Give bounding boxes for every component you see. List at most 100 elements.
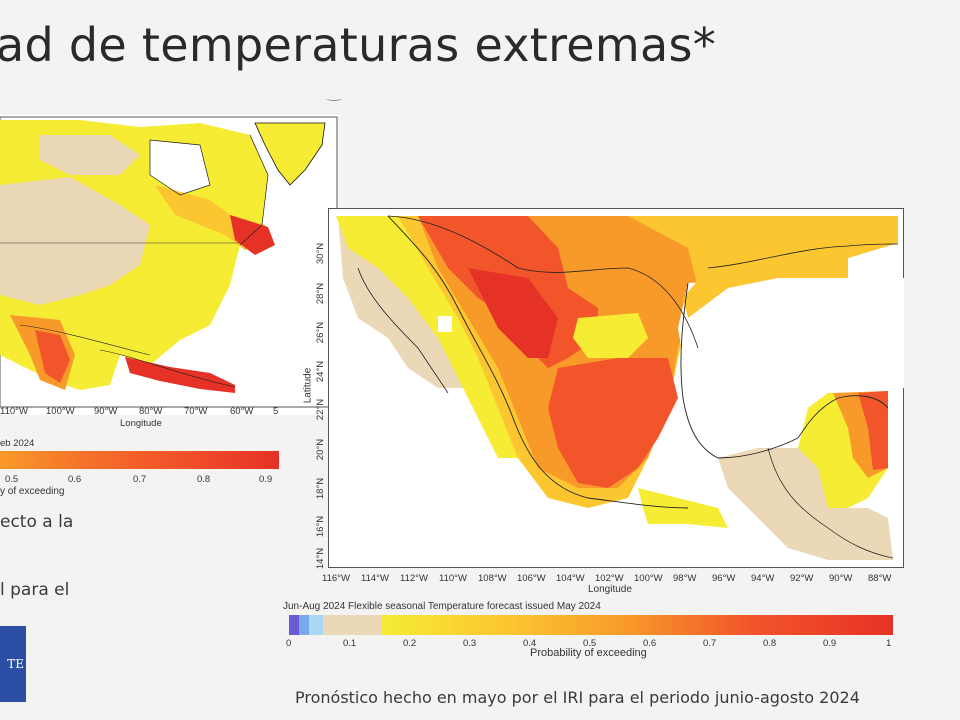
right-yellow-west xyxy=(336,216,528,458)
left-map-svg xyxy=(0,115,338,415)
right-gulf-of-mexico xyxy=(678,278,904,458)
right-pacific-coastline xyxy=(387,215,689,509)
right-xlabel: Longitude xyxy=(588,584,632,595)
right-red-central xyxy=(548,358,678,488)
right-texas-coastline xyxy=(707,243,899,269)
right-lon-tick: 92°W xyxy=(790,573,814,584)
left-lon-tick: 100°W xyxy=(46,406,75,417)
right-lon-tick: 98°W xyxy=(673,573,697,584)
right-lat-label: 18°N xyxy=(315,477,327,500)
right-cb-tick: 0.7 xyxy=(703,638,717,649)
cb-seg-purple xyxy=(289,615,299,635)
right-lat-label: 20°N xyxy=(315,438,327,461)
left-xlabel: Longitude xyxy=(120,418,162,429)
right-cb-tick: 0.5 xyxy=(583,638,597,649)
right-lon-tick: 110°W xyxy=(439,573,467,584)
right-lon-ticks: 116°W 114°W 112°W 110°W 108°W 106°W 104°… xyxy=(322,573,891,587)
right-yucatan-red xyxy=(858,391,888,470)
right-forecast-title: Jun-Aug 2024 Flexible seasonal Temperatu… xyxy=(283,601,601,612)
left-lon-ticks: 110°W 100°W 90°W 80°W 70°W 60°W 5 xyxy=(0,406,290,420)
right-us-border xyxy=(387,215,699,349)
right-lon-tick: 114°W xyxy=(361,573,389,584)
right-lon-tick: 104°W xyxy=(556,573,585,584)
cb-seg-beige xyxy=(323,615,381,635)
blue-button-label: TE xyxy=(7,657,24,671)
right-cb-tick: 0.3 xyxy=(463,638,477,649)
left-greenland xyxy=(254,122,326,186)
left-lon-tick: 60°W xyxy=(230,406,254,417)
right-lon-tick: 112°W xyxy=(400,573,428,584)
left-issue-text: eb 2024 xyxy=(0,438,35,449)
right-colorbar-ticks: 0 0.1 0.2 0.3 0.4 0.5 0.6 0.7 0.8 0.9 1 xyxy=(286,638,898,652)
right-lon-tick: 106°W xyxy=(517,573,546,584)
right-forecast-map: 30°N 28°N 26°N 24°N 22°N 20°N 18°N 16°N … xyxy=(328,208,904,568)
right-white-notch xyxy=(438,316,452,332)
left-lon-tick: 5 xyxy=(273,406,279,417)
right-lat-label: 26°N xyxy=(315,321,327,344)
slide-title: ad de temperaturas extremas* xyxy=(0,18,717,72)
right-cb-tick: 0 xyxy=(286,638,292,649)
left-cb-tick: 0.9 xyxy=(259,474,273,485)
right-lon-tick: 116°W xyxy=(322,573,350,584)
title-underline-mark xyxy=(326,96,342,101)
right-central-america-beige xyxy=(718,448,893,560)
right-cb-tick: 0.9 xyxy=(823,638,837,649)
left-lon-tick: 90°W xyxy=(94,406,118,417)
cb-seg-lightblue xyxy=(309,615,323,635)
right-red-hot-core xyxy=(468,268,558,358)
left-hudson-bay xyxy=(150,140,210,195)
left-land-beige-central xyxy=(0,177,150,305)
right-lon-tick: 100°W xyxy=(634,573,663,584)
cb-seg-blue xyxy=(299,615,309,635)
right-lon-tick: 102°W xyxy=(595,573,624,584)
left-land-red-east xyxy=(230,215,275,255)
cb-seg-warm xyxy=(381,615,893,635)
right-central-america-border xyxy=(767,447,894,559)
right-yellow-plateau xyxy=(573,313,648,358)
left-lon-tick: 80°W xyxy=(139,406,163,417)
left-coast-north xyxy=(149,134,269,246)
right-map-svg: 30°N 28°N 26°N 24°N 22°N 20°N 18°N 16°N … xyxy=(328,208,904,568)
right-cb-tick: 0.2 xyxy=(403,638,417,649)
blue-button-fragment[interactable]: TE xyxy=(0,626,26,702)
right-baja-coast xyxy=(357,267,449,394)
left-lon-tick: 70°W xyxy=(184,406,208,417)
left-colorbar xyxy=(0,451,279,469)
right-colorbar xyxy=(289,615,893,635)
left-coastlines xyxy=(19,324,236,388)
left-mexico-red xyxy=(35,330,70,383)
right-lon-tick: 108°W xyxy=(478,573,507,584)
right-lat-label: 28°N xyxy=(315,282,327,305)
left-caribbean-red xyxy=(125,357,235,393)
left-cb-tick: 0.8 xyxy=(197,474,211,485)
left-lon-tick: 110°W xyxy=(0,406,28,417)
right-lat-tick-column: 30°N 28°N 26°N 24°N 22°N 20°N 18°N 16°N … xyxy=(310,208,327,570)
right-cb-tick: 0.1 xyxy=(343,638,357,649)
left-colorbar-label: y of exceeding xyxy=(0,486,65,497)
right-cb-tick: 0.6 xyxy=(643,638,657,649)
right-gulf-coastline xyxy=(680,282,889,459)
right-cb-tick: 0.4 xyxy=(523,638,537,649)
right-lat-label: 24°N xyxy=(315,360,327,383)
left-land-beige-north xyxy=(40,135,140,175)
right-lon-tick: 94°W xyxy=(751,573,775,584)
right-lat-label: 16°N xyxy=(315,515,327,538)
right-lon-tick: 96°W xyxy=(712,573,736,584)
left-colorbar-ticks: 0.5 0.6 0.7 0.8 0.9 xyxy=(0,474,290,488)
right-lat-label: 30°N xyxy=(315,242,327,265)
left-cb-tick: 0.7 xyxy=(133,474,147,485)
right-lon-tick: 90°W xyxy=(829,573,853,584)
right-lat-label: 22°N xyxy=(315,398,327,421)
right-lon-tick: 88°W xyxy=(868,573,892,584)
left-forecast-map xyxy=(0,115,338,415)
slide-text-line-2: l para el xyxy=(0,580,70,600)
left-cb-tick: 0.5 xyxy=(5,474,19,485)
right-cb-tick: 1 xyxy=(886,638,892,649)
right-cb-tick: 0.8 xyxy=(763,638,777,649)
slide-caption: Pronóstico hecho en mayo por el IRI para… xyxy=(295,688,860,707)
right-lat-label: 14°N xyxy=(315,547,327,570)
right-colorbar-label: Probability of exceeding xyxy=(530,647,647,659)
left-cb-tick: 0.6 xyxy=(68,474,82,485)
slide-text-line-1: ecto a la xyxy=(0,512,74,532)
right-texas-coast xyxy=(683,238,898,318)
